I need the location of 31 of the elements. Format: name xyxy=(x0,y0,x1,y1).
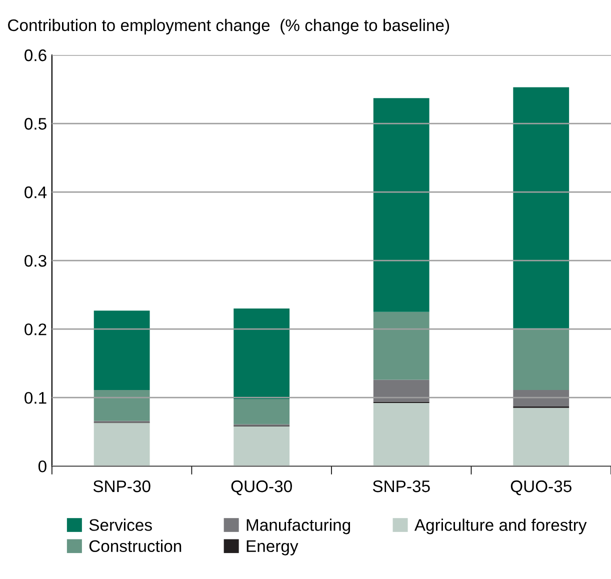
bar xyxy=(373,403,430,466)
bar xyxy=(513,408,570,466)
legend-label: Agriculture and forestry xyxy=(414,518,587,534)
y-tick-label: 0.1 xyxy=(24,392,46,404)
y-tick-label: 0.4 xyxy=(24,186,47,198)
bar xyxy=(94,422,150,466)
bar xyxy=(234,398,290,424)
bar xyxy=(94,390,150,421)
bar xyxy=(234,426,290,466)
bar xyxy=(373,380,430,402)
legend-label: Construction xyxy=(89,540,182,552)
bar xyxy=(513,87,570,328)
y-tick-label: 0.3 xyxy=(24,254,46,267)
x-tick-label: SNP-35 xyxy=(372,480,430,492)
bar xyxy=(234,308,290,399)
bar xyxy=(94,310,150,390)
legend-label: Manufacturing xyxy=(246,518,350,534)
bar xyxy=(513,328,570,390)
x-tick-label: SNP-30 xyxy=(93,480,150,492)
legend-label: Services xyxy=(89,518,152,531)
x-tick-label: QUO-30 xyxy=(231,480,292,496)
y-axis-title: Contribution to employment change (% change to baseline) xyxy=(8,18,450,34)
bar xyxy=(373,312,430,380)
legend-label: Energy xyxy=(246,540,298,556)
x-tick-label: QUO-35 xyxy=(510,480,572,496)
y-tick-label: 0.5 xyxy=(24,118,46,130)
y-tick-label: 0.2 xyxy=(24,323,46,336)
bar xyxy=(373,98,430,312)
y-tick-label: 0 xyxy=(38,460,46,472)
y-tick-label: 0.6 xyxy=(24,49,46,62)
bar xyxy=(513,390,570,406)
